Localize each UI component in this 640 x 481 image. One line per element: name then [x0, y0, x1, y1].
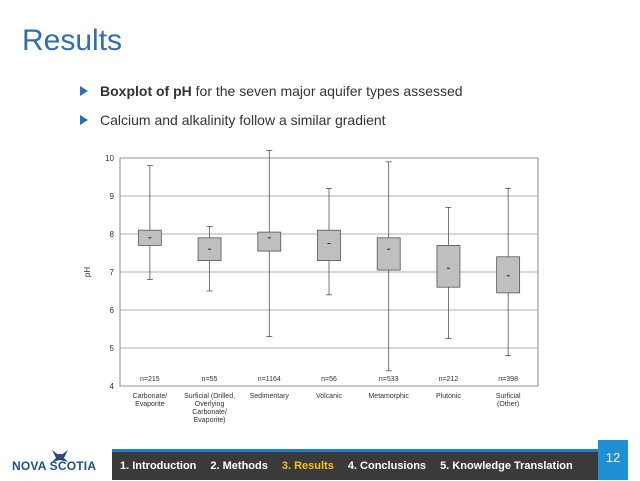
nav-knowledge-translation[interactable]: 5. Knowledge Translation [440, 460, 573, 472]
sample-size-label: n=56 [321, 376, 337, 383]
y-tick-label: 8 [110, 230, 115, 239]
page-number: 12 [598, 440, 628, 480]
sample-size-label: n=398 [498, 376, 518, 383]
box [317, 229, 341, 261]
box [376, 237, 401, 271]
box [257, 231, 282, 252]
x-category-label: Surficial (Drilled, [184, 393, 235, 400]
y-tick-label: 7 [110, 268, 115, 277]
sample-size-label: n=212 [439, 376, 459, 383]
y-tick-label: 10 [105, 154, 114, 163]
nav-introduction[interactable]: 1. Introduction [120, 460, 197, 472]
x-category-label: Plutonic [436, 393, 461, 400]
y-tick-label: 5 [110, 344, 115, 353]
footer-nav: 1. Introduction 2. Methods 3. Results 4.… [112, 452, 606, 480]
y-tick-label: 4 [110, 382, 115, 391]
x-category-label: Metamorphic [368, 393, 409, 400]
footer-accent-line [112, 449, 628, 452]
x-category-label: (Other) [497, 401, 519, 408]
x-category-label: Evaporite) [194, 417, 226, 424]
boxplot-svg: 4 5 6 7 8 9 10 pH n=215 Carbonate/Evaporite n=55 Su… [83, 149, 539, 424]
sample-size-label: n=1164 [258, 376, 281, 383]
x-category-label: Volcanic [316, 393, 343, 400]
bullet-item: Calcium and alkalinity follow a similar … [78, 111, 463, 140]
x-category-label: Carbonate/ [192, 409, 227, 416]
bullet-list: Boxplot of pH for the seven major aquife… [78, 82, 463, 140]
x-category-label: Surficial [496, 393, 521, 400]
bullet-text: Calcium and alkalinity follow a similar … [100, 112, 386, 128]
logo-flag-icon [52, 450, 68, 462]
bullet-text: for the seven major aquifer types assess… [191, 83, 463, 99]
sample-size-label: n=215 [140, 376, 160, 383]
y-tick-label: 9 [110, 192, 115, 201]
y-tick-label: 6 [110, 306, 115, 315]
logo-text: NOVA SCOTIA [12, 459, 97, 473]
box [436, 245, 461, 288]
nav-methods[interactable]: 2. Methods [210, 460, 268, 472]
boxplot-chart: 4 5 6 7 8 9 10 pH n=215 Carbonate/Evaporite n=55 Su… [78, 140, 548, 440]
box [496, 256, 521, 294]
x-category-label: Carbonate/ [133, 393, 168, 400]
bullet-triangle-icon [80, 86, 88, 96]
nav-results[interactable]: 3. Results [281, 460, 334, 472]
y-axis-label: pH [83, 267, 92, 277]
bullet-triangle-icon [80, 115, 88, 125]
nova-scotia-logo [8, 448, 108, 476]
slide-title: Results [22, 24, 123, 57]
nav-conclusions[interactable]: 4. Conclusions [347, 460, 427, 472]
bullet-bold-text: Boxplot of pH [100, 83, 192, 99]
x-category-label: Overlying [195, 401, 225, 408]
x-category-label: Sedimentary [250, 393, 290, 400]
bullet-item: Boxplot of pH for the seven major aquife… [78, 82, 463, 111]
sample-size-label: n=55 [202, 376, 218, 383]
sample-size-label: n=533 [379, 376, 399, 383]
x-category-label: Evaporite [135, 401, 165, 408]
